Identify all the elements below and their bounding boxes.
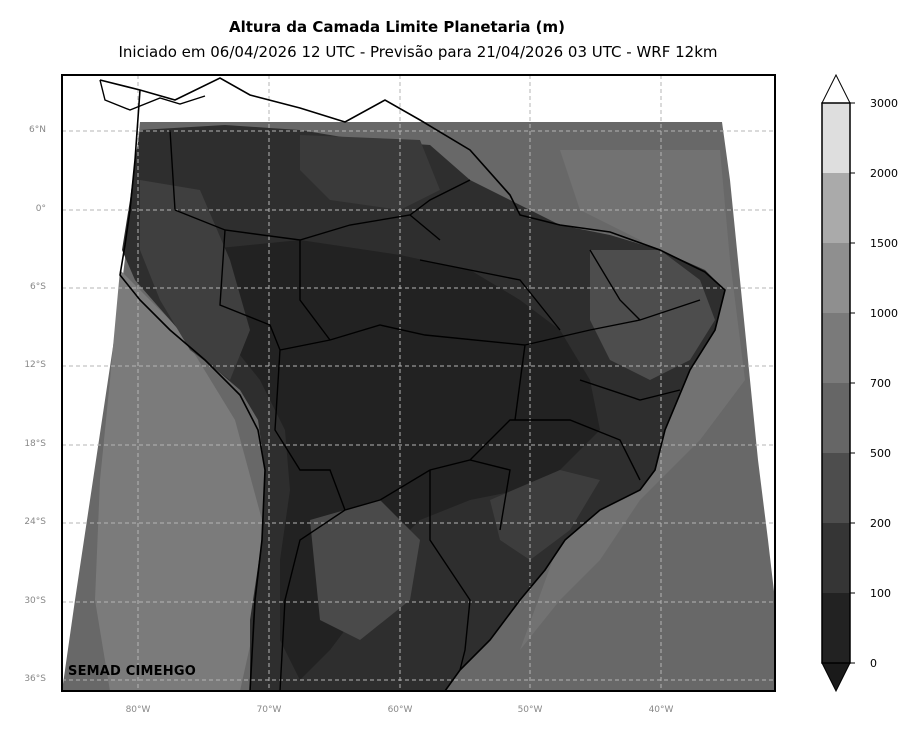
country-borders <box>169 129 701 691</box>
lon-label: 80°W <box>125 705 151 715</box>
map-title: Altura da Camada Limite Planetaria (m) <box>228 18 566 36</box>
colorbar-tick-label: 500 <box>870 447 891 460</box>
lon-label: 70°W <box>256 705 282 715</box>
colorbar <box>821 73 855 693</box>
colorbar-band <box>822 313 850 383</box>
patch-andes <box>140 180 250 380</box>
colorbar-extend-high <box>821 73 851 104</box>
colorbar-band <box>822 523 850 593</box>
central-america <box>99 79 206 111</box>
lon-label: 40°W <box>648 705 674 715</box>
colorbar-tick-label: 3000 <box>870 97 898 110</box>
colorbar-tick-label: 100 <box>870 587 891 600</box>
pacific-coastline <box>119 89 266 691</box>
map-subtitle: Iniciado em 06/04/2026 12 UTC - Previsão… <box>118 43 718 61</box>
colorbar-tick-label: 700 <box>870 377 891 390</box>
patch-guiana <box>300 135 440 210</box>
colorbar-tick-label: 0 <box>870 657 877 670</box>
lat-label: 30°S <box>24 596 46 606</box>
colorbar-band <box>822 103 850 173</box>
lat-label: 12°S <box>24 360 46 370</box>
ocean-light-band <box>95 270 262 691</box>
colorbar-tick-label: 2000 <box>870 167 898 180</box>
colorbar-band <box>822 243 850 313</box>
map-field <box>62 75 775 691</box>
credit-label: SEMAD CIMEHGO <box>68 664 196 679</box>
lat-label: 24°S <box>24 517 46 527</box>
colorbar-tick-label: 1500 <box>870 237 898 250</box>
colorbar-extend-low <box>821 662 851 693</box>
patch-northeast <box>590 250 715 380</box>
patch-southeast <box>490 470 600 560</box>
coastline <box>99 77 726 691</box>
lat-label: 36°S <box>24 674 46 684</box>
colorbar-band <box>822 453 850 523</box>
colorbar-band <box>822 593 850 663</box>
lon-label: 60°W <box>387 705 413 715</box>
map-frame <box>61 74 776 692</box>
colorbar-band <box>822 383 850 453</box>
colorbar-band <box>822 173 850 243</box>
patch-south <box>310 500 420 640</box>
colorbar-tick-label: 1000 <box>870 307 898 320</box>
colorbar-tick-label: 200 <box>870 517 891 530</box>
lat-label: 0° <box>35 204 46 214</box>
lat-label: 6°N <box>29 125 46 135</box>
lon-label: 50°W <box>517 705 543 715</box>
lat-label: 18°S <box>24 439 46 449</box>
lat-label: 6°S <box>30 282 46 292</box>
